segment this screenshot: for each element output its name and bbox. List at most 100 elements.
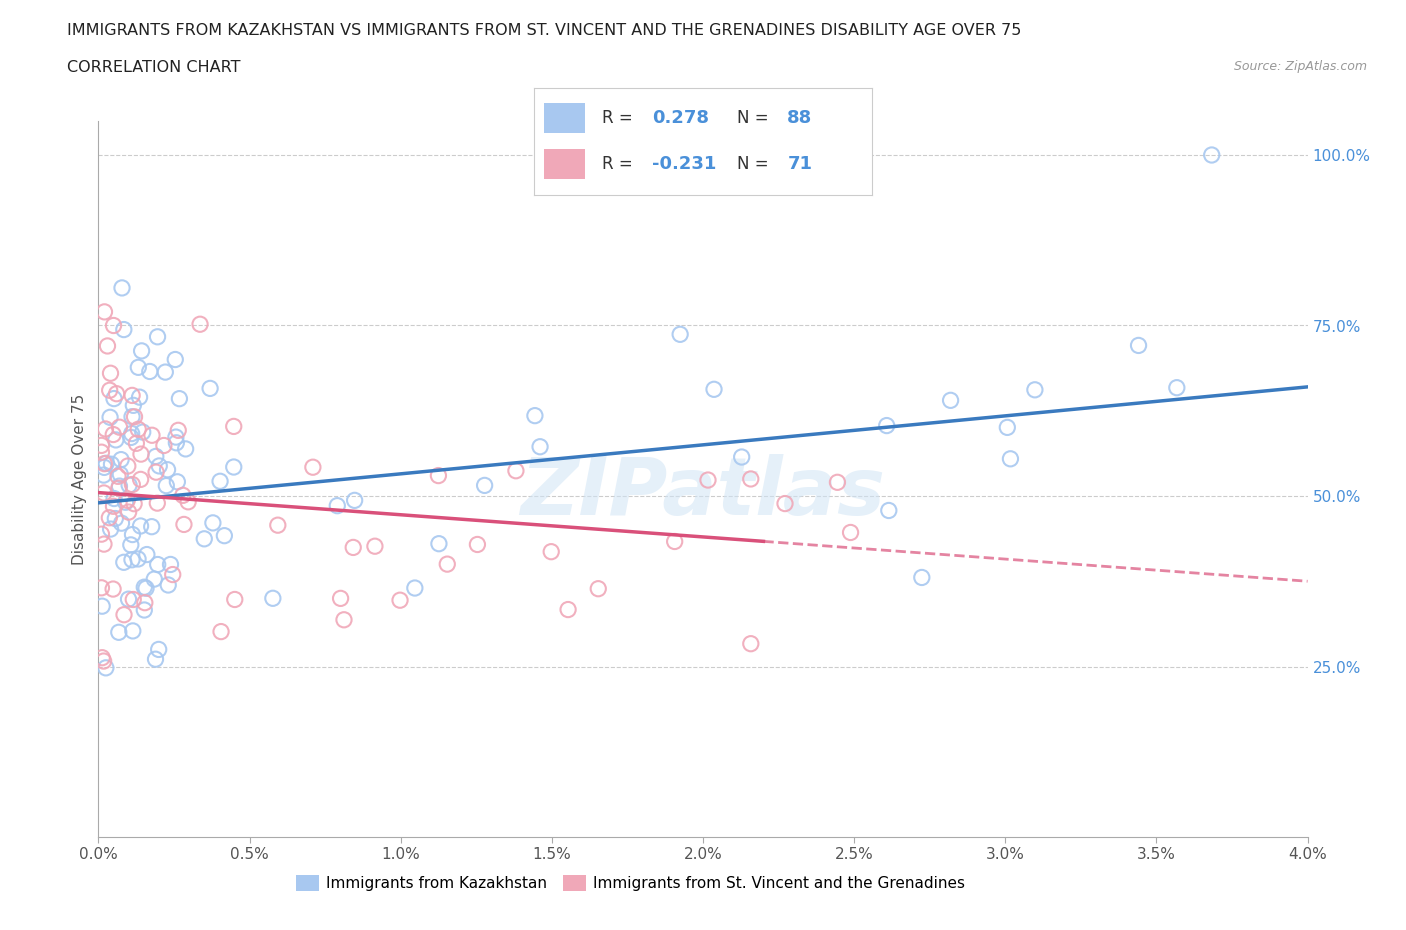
- Point: [1166, 380, 1188, 395]
- Point: [120, 538, 142, 552]
- Point: [121, 426, 143, 441]
- Point: [122, 592, 145, 607]
- Point: [121, 552, 143, 567]
- Point: [167, 423, 190, 438]
- Point: [98, 383, 121, 398]
- Point: [664, 534, 686, 549]
- Point: [198, 381, 221, 396]
- Point: [157, 578, 180, 592]
- Point: [127, 422, 149, 437]
- Point: [165, 430, 187, 445]
- Point: [120, 430, 142, 445]
- Point: [135, 547, 157, 562]
- Point: [131, 343, 153, 358]
- Point: [112, 322, 135, 337]
- Point: [111, 281, 134, 296]
- Point: [740, 472, 762, 486]
- Point: [145, 652, 167, 667]
- Point: [96, 456, 118, 471]
- Point: [90, 526, 112, 541]
- Point: [427, 537, 450, 551]
- Point: [209, 473, 232, 488]
- Point: [121, 388, 143, 403]
- Point: [107, 469, 129, 484]
- Point: [209, 624, 232, 639]
- Point: [669, 326, 692, 341]
- Point: [122, 398, 145, 413]
- Point: [91, 650, 114, 665]
- Point: [134, 595, 156, 610]
- Point: [877, 503, 900, 518]
- Point: [529, 439, 551, 454]
- Point: [98, 410, 121, 425]
- Legend: Immigrants from Kazakhstan, Immigrants from St. Vincent and the Grenadines: Immigrants from Kazakhstan, Immigrants f…: [290, 870, 972, 897]
- Point: [427, 468, 450, 483]
- Point: [827, 475, 849, 490]
- Point: [110, 516, 132, 531]
- Point: [104, 432, 127, 447]
- Point: [876, 418, 898, 433]
- Point: [100, 457, 122, 472]
- Point: [112, 607, 135, 622]
- Point: [188, 317, 211, 332]
- Text: N =: N =: [737, 155, 768, 173]
- Point: [165, 352, 187, 367]
- Text: Source: ZipAtlas.com: Source: ZipAtlas.com: [1233, 60, 1367, 73]
- Point: [156, 462, 179, 477]
- Point: [193, 531, 215, 546]
- Point: [773, 496, 796, 511]
- Point: [103, 491, 125, 506]
- Point: [90, 445, 112, 459]
- Point: [117, 458, 139, 473]
- Point: [121, 527, 143, 542]
- Point: [153, 438, 176, 453]
- Point: [174, 442, 197, 457]
- Point: [103, 318, 125, 333]
- Point: [146, 557, 169, 572]
- Point: [267, 518, 290, 533]
- Point: [129, 446, 152, 461]
- Point: [588, 581, 610, 596]
- Point: [224, 592, 246, 607]
- Point: [697, 472, 720, 487]
- Point: [134, 603, 156, 618]
- Point: [117, 591, 139, 606]
- Point: [94, 421, 117, 436]
- Point: [740, 636, 762, 651]
- Point: [436, 557, 458, 572]
- Text: 0.278: 0.278: [652, 110, 710, 127]
- Point: [114, 495, 136, 510]
- Point: [121, 477, 143, 492]
- Text: 71: 71: [787, 155, 813, 173]
- Text: N =: N =: [737, 110, 768, 127]
- Point: [104, 512, 127, 526]
- Point: [93, 654, 115, 669]
- Point: [121, 409, 143, 424]
- Point: [103, 392, 125, 406]
- Point: [165, 435, 187, 450]
- Point: [105, 386, 128, 401]
- Text: R =: R =: [602, 110, 633, 127]
- Point: [108, 419, 131, 434]
- Point: [93, 304, 115, 319]
- Point: [93, 537, 115, 551]
- Point: [523, 408, 546, 423]
- FancyBboxPatch shape: [544, 103, 585, 133]
- Point: [143, 572, 166, 587]
- Point: [129, 472, 152, 486]
- Point: [557, 602, 579, 617]
- Point: [141, 519, 163, 534]
- Point: [389, 592, 412, 607]
- Point: [93, 485, 115, 500]
- Point: [117, 505, 139, 520]
- Text: -0.231: -0.231: [652, 155, 717, 173]
- Point: [540, 544, 562, 559]
- Point: [127, 360, 149, 375]
- Y-axis label: Disability Age Over 75: Disability Age Over 75: [72, 393, 87, 565]
- Point: [134, 579, 156, 594]
- Point: [117, 493, 139, 508]
- Point: [112, 555, 135, 570]
- Point: [132, 425, 155, 440]
- Point: [100, 365, 122, 380]
- Point: [125, 436, 148, 451]
